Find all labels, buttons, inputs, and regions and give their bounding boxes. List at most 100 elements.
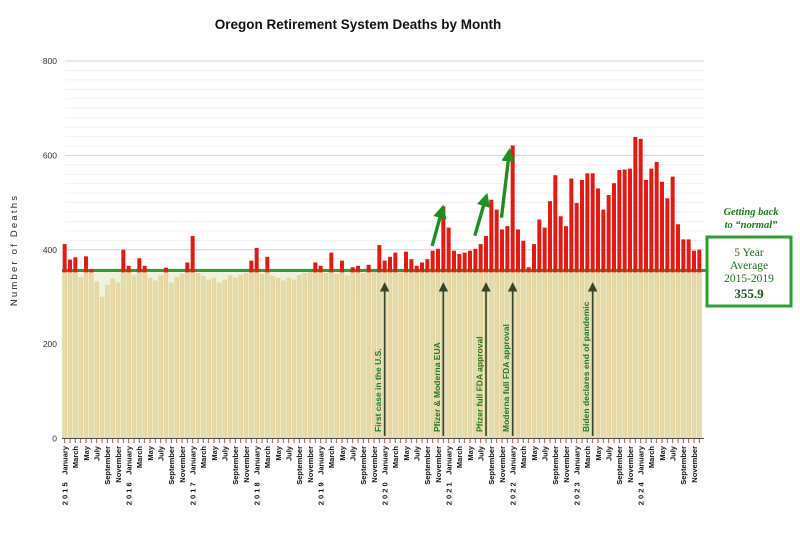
bar-base-2024-06 [665, 270, 670, 439]
x-tick-label-2017-07: July [220, 445, 229, 461]
bar-2023-02 [580, 179, 584, 273]
x-tick-label-2022-11: November [562, 446, 571, 483]
annotation-label-2022-01: Moderna full FDA approval [501, 324, 511, 432]
bar-2023-04 [590, 173, 595, 273]
bar-base-2017-12 [249, 270, 254, 439]
bar-base-2018-09 [297, 275, 302, 439]
x-tick-label-2024-07: July [668, 445, 677, 461]
bar-base-2019-01 [318, 270, 323, 439]
bar-base-2015-04 [78, 277, 83, 439]
bar-2024-12 [697, 249, 702, 273]
bar-base-2017-06 [217, 282, 222, 439]
bar-2022-03 [521, 240, 526, 273]
bar-base-2017-03 [201, 275, 206, 439]
bar-2021-06 [473, 248, 478, 273]
x-tick-label-2019-03: March [327, 446, 336, 469]
bar-2019-05 [340, 260, 344, 273]
annotation-label-2021-08: Pfizer full FDA approval [475, 336, 485, 432]
bar-2020-07 [414, 265, 419, 273]
x-tick-label-2018-07: July [284, 445, 293, 461]
bar-base-2024-02 [643, 270, 649, 439]
bar-base-2017-07 [222, 279, 227, 439]
x-tick-label-2023-01: 2 0 2 3 January [572, 445, 581, 505]
bar-2024-09 [681, 239, 686, 273]
x-tick-label-2016-05: May [146, 445, 155, 460]
bar-2023-06 [601, 209, 606, 273]
bar-2022-11 [564, 226, 568, 273]
bar-base-2024-07 [670, 270, 675, 439]
bar-base-2016-01 [126, 270, 131, 439]
x-tick-label-2016-03: March [135, 446, 144, 469]
x-tick-label-2022-01: 2 0 2 2 January [508, 445, 517, 505]
bar-base-2023-01 [574, 270, 579, 439]
bar-base-2020-07 [414, 270, 419, 439]
trend-arrow-3 [499, 147, 515, 218]
x-tick-label-2021-11: November [498, 446, 507, 483]
x-tick-label-2016-07: July [156, 445, 165, 461]
bar-base-2019-07 [350, 270, 355, 439]
annotation-label-2020-01: First case in the U.S. [373, 348, 383, 432]
y-axis-title: Number of Deaths [9, 194, 20, 306]
bar-base-2018-12 [313, 270, 318, 439]
bar-2020-06 [409, 259, 414, 273]
bar-2021-02 [452, 250, 456, 273]
bar-2021-12 [505, 226, 510, 273]
x-tick-label-2019-11: November [370, 446, 379, 483]
x-tick-label-2022-07: July [540, 445, 549, 461]
x-tick-label-2017-11: November [242, 446, 251, 483]
bar-base-2017-09 [233, 277, 238, 439]
bar-base-2016-04 [142, 270, 147, 439]
bar-base-2016-06 [153, 280, 158, 439]
x-tick-label-2015-09: September [103, 446, 112, 485]
trend-arrow-2 [473, 192, 491, 237]
bar-base-2020-03 [393, 270, 398, 439]
average-box-line-3: 2015-2019 [724, 273, 774, 285]
bar-2019-10 [366, 264, 371, 273]
bar-base-2018-02 [259, 274, 265, 439]
bar-base-2016-03 [137, 270, 142, 439]
x-tick-label-2017-01: 2 0 1 7 January [188, 445, 197, 505]
x-tick-label-2022-03: March [519, 446, 528, 469]
bar-base-2016-12 [185, 270, 190, 439]
bar-2021-04 [462, 252, 467, 273]
bar-2018-12 [313, 262, 318, 273]
bar-2015-05 [84, 256, 88, 273]
x-tick-label-2017-09: September [231, 446, 240, 485]
bar-2020-05 [404, 251, 408, 273]
bar-2020-10 [430, 250, 435, 273]
bar-base-2015-05 [83, 270, 89, 439]
bar-base-2019-10 [366, 270, 371, 439]
bar-2023-01 [574, 203, 579, 273]
bar-2022-12 [569, 178, 574, 273]
x-tick-label-2020-09: September [423, 446, 432, 485]
bar-base-2017-01 [190, 270, 195, 439]
x-tick-label-2023-03: March [583, 446, 592, 469]
bar-base-2024-03 [649, 270, 654, 439]
x-tick-label-2024-09: September [679, 446, 688, 485]
bar-base-2017-08 [227, 275, 233, 439]
bar-base-2015-02 [67, 270, 73, 439]
bar-base-2020-06 [409, 270, 414, 439]
bar-2022-04 [526, 267, 531, 273]
bar-2016-01 [126, 265, 131, 273]
bar-base-2021-04 [462, 270, 467, 439]
side-note-line-1: Getting back [723, 207, 779, 218]
y-tick-label-0: 0 [52, 434, 57, 444]
y-tick-label-600: 600 [43, 150, 57, 160]
x-tick-label-2023-09: September [615, 446, 624, 485]
bar-2021-05 [468, 250, 472, 273]
bar-base-2019-09 [361, 273, 366, 439]
bar-base-2021-10 [494, 270, 499, 439]
bar-base-2022-09 [553, 270, 558, 439]
bar-base-2021-05 [467, 270, 473, 439]
bar-base-2022-07 [542, 270, 547, 439]
bar-2015-02 [68, 259, 72, 273]
bar-2021-01 [446, 227, 451, 273]
bar-base-2017-02 [195, 273, 201, 439]
bar-base-2016-09 [169, 282, 174, 439]
bar-base-2022-12 [569, 270, 574, 439]
bar-base-2015-07 [94, 281, 99, 439]
